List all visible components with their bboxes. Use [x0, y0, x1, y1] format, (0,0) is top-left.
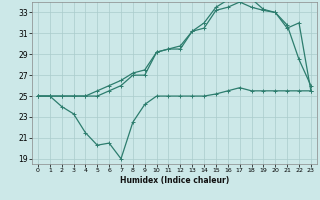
X-axis label: Humidex (Indice chaleur): Humidex (Indice chaleur)	[120, 176, 229, 185]
